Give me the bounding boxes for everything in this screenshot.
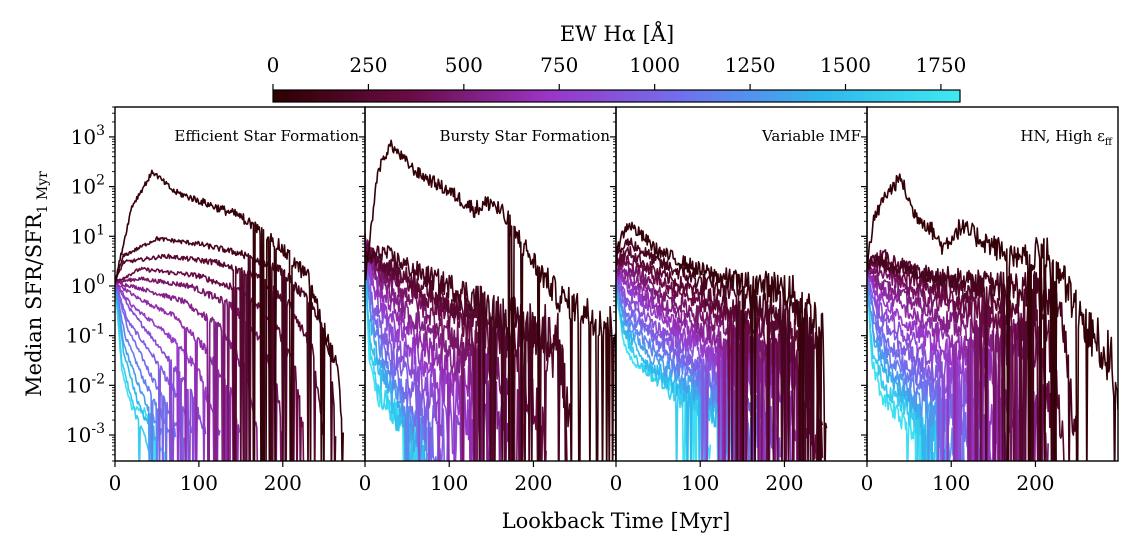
series-line [365, 139, 616, 461]
y-axis-label: Median SFR/SFR1 Myr [22, 171, 51, 397]
series-line [867, 255, 1079, 461]
x-tick-label: 0 [610, 471, 623, 495]
series-line [115, 282, 185, 461]
colorbar-tick-label: 1250 [725, 53, 776, 77]
colorbar-tick-label: 750 [540, 53, 578, 77]
colorbar-tick-label: 250 [349, 53, 387, 77]
series-line [867, 276, 940, 461]
y-tick-label: 102 [71, 173, 105, 199]
x-tick-label: 200 [765, 471, 803, 495]
series-line [867, 284, 931, 461]
y-tick-label: 10-3 [66, 421, 105, 447]
series-line [115, 236, 337, 461]
series-line [115, 280, 240, 461]
panel-title: HN, High εff [1020, 127, 1112, 148]
y-tick-label: 103 [71, 123, 105, 149]
x-axis-label: Lookback Time [Myr] [502, 509, 731, 533]
series-line [115, 253, 324, 461]
x-tick-label: 100 [180, 471, 218, 495]
series-line [115, 281, 151, 461]
colorbar-tick-label: 0 [267, 53, 280, 77]
panel-title: Efficient Star Formation [174, 127, 359, 145]
panel-frame [866, 106, 1119, 462]
series-line [616, 237, 824, 461]
panel-title: Bursty Star Formation [440, 127, 611, 145]
x-tick-label: 200 [1016, 471, 1054, 495]
x-tick-label: 0 [861, 471, 874, 495]
y-axis-label-main: Median SFR/SFR [22, 212, 46, 397]
panels: 0 100 200 10-3 10-2 10-1 100 101 102 103 Efficient… [66, 106, 1119, 495]
x-tick-label: 100 [430, 471, 468, 495]
series-line [115, 169, 344, 461]
x-tick-label: 200 [264, 471, 302, 495]
x-tick-label: 100 [681, 471, 719, 495]
panel-curves [365, 139, 616, 461]
panel-1: 0 100 200 10-3 10-2 10-1 100 101 102 103 Efficient… [66, 106, 366, 495]
colorbar: EW Hα [Å] 0 250 500 750 1000 1250 1500 1750 [267, 21, 966, 103]
x-tick-label: 0 [359, 471, 372, 495]
x-tick-label: 100 [932, 471, 970, 495]
panel-curves [616, 221, 828, 461]
colorbar-tick-label: 1750 [915, 53, 966, 77]
series-line [115, 282, 207, 461]
panel-title: Variable IMF [761, 127, 861, 145]
series-line [365, 242, 493, 461]
series-line [365, 232, 526, 461]
series-line [365, 245, 572, 461]
series-line [115, 282, 221, 461]
panel-4: 0 100 200 HN, High εff [861, 106, 1119, 495]
series-line [115, 280, 162, 461]
y-tick-label: 10-2 [66, 371, 105, 397]
series-line [616, 290, 727, 461]
y-tick-label: 101 [71, 222, 105, 248]
x-tick-label: 200 [514, 471, 552, 495]
series-line [867, 173, 1118, 461]
colorbar-ticks: 0 250 500 750 1000 1250 1500 1750 [267, 53, 966, 90]
y-tick-label: 100 [71, 272, 105, 298]
y-tick-label: 10-1 [66, 322, 105, 348]
panel-3: 0 100 200 Variable IMF [610, 106, 868, 495]
x-tick-label: 0 [109, 471, 122, 495]
colorbar-tick-label: 500 [445, 53, 483, 77]
colorbar-label: EW Hα [Å] [560, 21, 674, 46]
colorbar-gradient [272, 89, 961, 103]
y-axis-label-sub: 1 Myr [35, 171, 51, 214]
colorbar-tick-label: 1500 [820, 53, 871, 77]
series-line [616, 221, 828, 461]
panel-curves [115, 169, 344, 461]
colorbar-tick-label: 1000 [629, 53, 680, 77]
panel-2: 0 100 200 Bursty Star Formation [359, 106, 617, 495]
panel-curves [867, 173, 1118, 461]
